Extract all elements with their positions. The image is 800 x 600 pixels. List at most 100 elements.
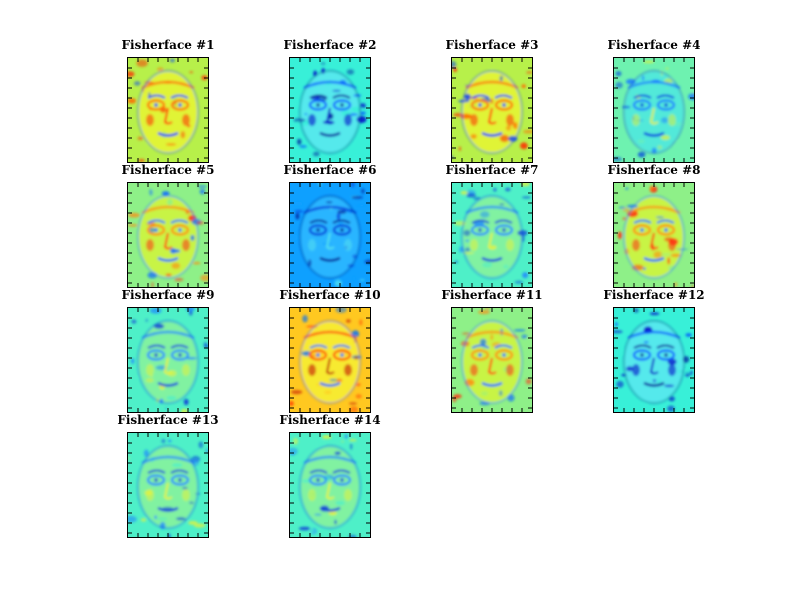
texture-blob	[171, 463, 183, 467]
texture-blob	[521, 334, 528, 339]
texture-blob	[642, 75, 645, 81]
nose-feature	[325, 482, 335, 500]
axis-ticks	[128, 58, 208, 162]
panel-title: Fisherface #14	[279, 413, 381, 427]
right-cheek	[668, 364, 676, 376]
nose-feature	[163, 482, 173, 500]
panel-title: Fisherface #3	[445, 38, 539, 52]
mouth-feature	[481, 381, 503, 387]
left-eye	[470, 99, 490, 111]
texture-blob	[513, 329, 526, 332]
texture-blob	[520, 183, 530, 187]
texture-blob	[614, 330, 623, 334]
texture-blob	[470, 134, 477, 139]
texture-blob	[169, 58, 175, 63]
texture-blob	[622, 217, 627, 221]
texture-blob	[192, 262, 201, 265]
left-pupil	[154, 228, 158, 232]
right-pupil	[178, 103, 182, 107]
texture-blob	[153, 323, 165, 329]
texture-blob	[128, 212, 141, 218]
texture-blob	[175, 517, 186, 521]
texture-blob	[186, 357, 197, 360]
texture-blob	[643, 341, 649, 344]
texture-blob	[294, 209, 303, 213]
texture-blob	[154, 515, 157, 519]
left-pupil	[640, 353, 644, 357]
nose-feature	[163, 357, 173, 375]
texture-blob	[349, 438, 357, 442]
right-eye	[170, 99, 190, 111]
panel-title: Fisherface #4	[607, 38, 701, 52]
left-eye	[308, 99, 328, 111]
mouth-feature	[481, 256, 503, 262]
left-eye	[632, 99, 652, 111]
heatmap-image	[613, 182, 695, 288]
texture-blob	[190, 234, 195, 241]
texture-blob	[293, 437, 299, 445]
nose-feature	[163, 107, 173, 125]
texture-blob	[201, 390, 207, 398]
texture-blob	[653, 251, 663, 259]
texture-blob	[685, 333, 692, 337]
right-cheek	[668, 114, 676, 126]
texture-blob	[649, 185, 653, 191]
texture-blob	[622, 208, 630, 212]
axis-ticks	[290, 308, 370, 412]
texture-blob	[463, 229, 471, 237]
right-eyebrow	[332, 219, 351, 224]
texture-blob	[328, 511, 337, 516]
heatmap-image	[451, 307, 533, 413]
texture-blob	[156, 517, 168, 521]
right-eyebrow	[494, 219, 513, 224]
texture-blob	[362, 445, 370, 450]
texture-blob	[183, 398, 189, 406]
texture-blob	[310, 354, 316, 357]
left-eye	[632, 349, 652, 361]
texture-blob	[503, 264, 509, 269]
right-eye	[494, 349, 514, 361]
left-pupil	[640, 228, 644, 232]
forehead-feature	[627, 330, 681, 340]
forehead-feature	[303, 205, 357, 215]
left-pupil	[316, 478, 320, 482]
texture-blob	[454, 260, 458, 263]
texture-blob	[138, 159, 145, 162]
texture-blob	[499, 75, 504, 82]
texture-blob	[329, 378, 338, 382]
heatmap-svg	[614, 308, 694, 412]
right-eye	[170, 474, 190, 486]
heatmap-svg	[614, 183, 694, 287]
forehead-feature	[465, 80, 519, 90]
left-cheek	[308, 239, 316, 251]
panel-title: Fisherface #10	[279, 288, 381, 302]
face-outline	[623, 195, 685, 279]
right-eyebrow	[332, 94, 351, 99]
texture-blob	[661, 117, 669, 124]
heatmap-image	[127, 432, 209, 538]
texture-blob	[128, 533, 136, 536]
texture-blob	[193, 523, 206, 528]
left-cheek	[308, 489, 316, 501]
texture-blob	[655, 216, 664, 219]
texture-blob	[152, 186, 159, 194]
texture-blob	[323, 185, 333, 189]
texture-blob	[498, 390, 503, 397]
texture-blob	[615, 322, 618, 327]
texture-blob	[685, 372, 690, 377]
texture-blob	[523, 129, 532, 134]
texture-blob	[513, 121, 516, 129]
forehead-feature	[141, 205, 195, 215]
texture-blob	[490, 98, 494, 105]
left-cheek	[308, 364, 316, 376]
texture-blob	[514, 121, 518, 130]
texture-blob	[128, 515, 137, 523]
texture-blob	[352, 275, 356, 282]
texture-blob	[346, 69, 355, 75]
texture-blob	[361, 188, 365, 194]
forehead-feature	[465, 205, 519, 215]
texture-blob	[197, 185, 207, 188]
texture-blob	[625, 187, 629, 190]
heatmap-svg	[290, 183, 370, 287]
heatmap-image	[613, 57, 695, 163]
